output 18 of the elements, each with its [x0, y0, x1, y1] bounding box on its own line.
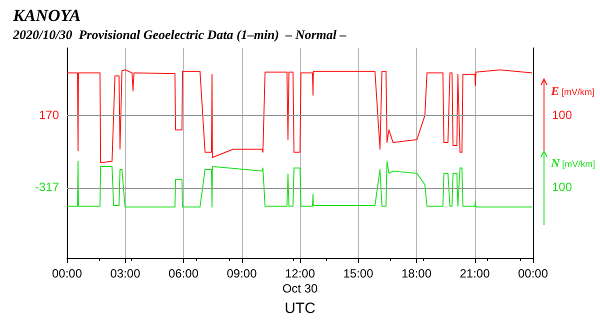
x-axis-title: UTC	[284, 300, 316, 317]
x-tick-label: 18:00	[401, 266, 432, 280]
chart-title: KANOYA	[12, 6, 81, 25]
y-axis-title: E [mV/km]	[551, 84, 595, 98]
x-tick-label: 03:00	[110, 266, 141, 280]
y2-axis-title: N [mV/km]	[551, 156, 596, 170]
annotation: 100	[552, 180, 572, 194]
x-tick-label: 15:00	[343, 266, 374, 280]
annotation: 100	[552, 108, 572, 122]
chart-subtitle: 2020/10/30 Provisional Geoelectric Data (1–min) – Normal –	[12, 27, 347, 42]
text: 170	[38, 108, 59, 122]
text: -317	[34, 180, 59, 194]
x-tick-label: 00:00	[518, 266, 548, 280]
x-tick-label: 12:00 Oct 30	[282, 266, 318, 296]
x-tick-label: 06:00	[168, 266, 199, 280]
x-tick-label: 00:00	[52, 266, 82, 280]
x-tick-label: 09:00	[226, 266, 258, 280]
x-tick-label: 21:00	[460, 266, 490, 280]
